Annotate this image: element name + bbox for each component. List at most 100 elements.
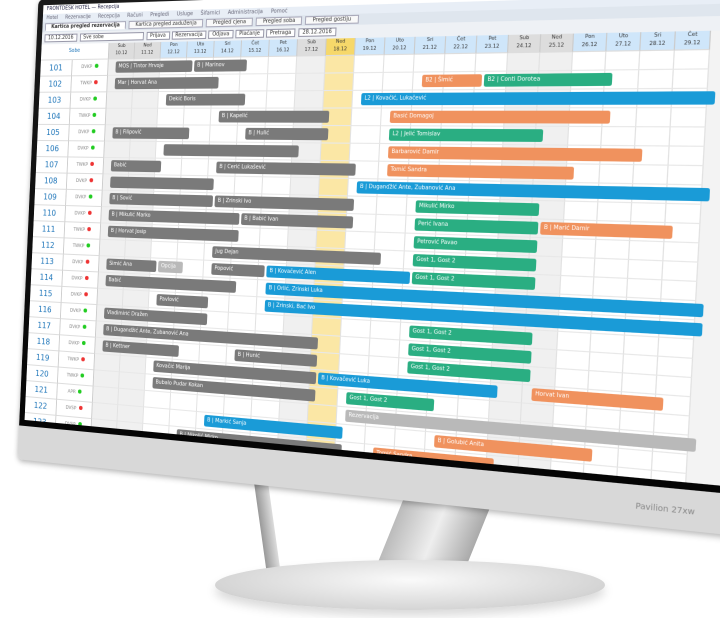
booking-bar[interactable]: Gost 1, Gost 2 xyxy=(342,462,462,487)
day-cell[interactable] xyxy=(129,141,157,159)
day-cell[interactable] xyxy=(628,260,664,281)
day-cell[interactable] xyxy=(221,448,250,468)
day-cell[interactable] xyxy=(119,355,147,375)
day-cell[interactable] xyxy=(661,280,698,302)
room-number[interactable]: 106 xyxy=(36,140,69,158)
menu-item[interactable]: Šifarnici xyxy=(200,10,221,17)
day-cell[interactable] xyxy=(94,354,121,373)
day-cell[interactable] xyxy=(382,72,414,91)
room-number[interactable]: 124 xyxy=(24,428,56,449)
menu-item[interactable]: Pomoć xyxy=(270,8,288,16)
day-cell[interactable] xyxy=(132,92,159,109)
menu-item[interactable]: Administracija xyxy=(227,8,264,17)
day-cell[interactable] xyxy=(255,314,285,334)
toolbar-button[interactable]: Plaćanje xyxy=(235,29,265,39)
room-number[interactable]: 114 xyxy=(30,269,64,287)
day-cell[interactable] xyxy=(507,52,541,72)
booking-bar[interactable]: B | Filipović xyxy=(112,127,190,140)
day-cell[interactable] xyxy=(295,73,325,92)
day-cell[interactable] xyxy=(167,459,195,480)
day-cell[interactable] xyxy=(354,55,385,74)
day-cell[interactable] xyxy=(623,354,659,376)
date-to-field[interactable]: 28.12.2016 xyxy=(298,27,337,38)
day-cell[interactable] xyxy=(262,177,292,196)
day-cell[interactable] xyxy=(294,91,325,109)
day-cell[interactable] xyxy=(665,204,702,225)
day-cell[interactable] xyxy=(557,331,592,353)
day-cell[interactable] xyxy=(369,338,401,359)
day-cell[interactable] xyxy=(597,202,633,223)
menu-item[interactable]: Hotel xyxy=(46,14,59,22)
day-cell[interactable] xyxy=(105,108,133,126)
day-cell[interactable] xyxy=(639,50,675,71)
booking-bar[interactable]: B | Hulić xyxy=(245,127,329,141)
day-cell[interactable] xyxy=(624,335,660,357)
day-cell[interactable] xyxy=(562,238,597,259)
day-cell[interactable] xyxy=(616,467,653,488)
day-cell[interactable] xyxy=(104,141,131,159)
toolbar-button[interactable]: Odjava xyxy=(208,29,234,39)
booking-bar[interactable]: Basić Domagoj xyxy=(389,110,611,124)
room-number[interactable]: 103 xyxy=(38,92,72,109)
day-cell[interactable] xyxy=(549,480,584,488)
day-cell[interactable] xyxy=(615,486,652,488)
day-cell[interactable] xyxy=(151,241,179,260)
day-cell[interactable] xyxy=(259,228,289,247)
day-cell[interactable] xyxy=(275,470,306,488)
day-cell[interactable] xyxy=(266,91,296,109)
day-cell[interactable] xyxy=(323,90,354,109)
day-cell[interactable] xyxy=(209,125,238,143)
room-number[interactable]: 107 xyxy=(35,157,69,174)
toolbar-button[interactable]: Pretraga xyxy=(265,28,296,38)
day-cell[interactable] xyxy=(362,479,394,488)
day-cell[interactable] xyxy=(350,126,382,145)
day-cell[interactable] xyxy=(555,368,590,390)
room-number[interactable]: 112 xyxy=(32,237,65,255)
room-number[interactable]: 101 xyxy=(40,60,73,77)
day-cell[interactable] xyxy=(627,278,663,300)
day-cell[interactable] xyxy=(239,74,269,92)
toolbar-button[interactable]: Prijava xyxy=(146,31,170,41)
day-cell[interactable] xyxy=(363,461,394,483)
day-cell[interactable] xyxy=(234,176,264,195)
day-cell[interactable] xyxy=(248,467,277,488)
day-cell[interactable] xyxy=(345,231,376,251)
day-cell[interactable] xyxy=(194,445,223,466)
day-cell[interactable] xyxy=(572,51,607,71)
booking-bar[interactable]: Perić Ivana xyxy=(494,476,625,488)
day-cell[interactable] xyxy=(283,315,313,335)
room-number[interactable]: 110 xyxy=(33,205,66,223)
room-number[interactable]: 108 xyxy=(35,173,68,190)
day-cell[interactable] xyxy=(669,127,706,147)
room-number[interactable]: 111 xyxy=(32,221,66,239)
day-cell[interactable] xyxy=(651,470,687,488)
day-cell[interactable] xyxy=(663,242,700,263)
booking-bar[interactable]: Popović xyxy=(211,263,265,278)
booking-bar[interactable]: B2 | Šimić xyxy=(421,74,483,88)
day-cell[interactable] xyxy=(422,485,455,488)
day-cell[interactable] xyxy=(141,440,169,460)
day-cell[interactable] xyxy=(228,295,258,315)
day-cell[interactable] xyxy=(444,53,477,73)
day-cell[interactable] xyxy=(339,354,370,374)
room-number[interactable]: 125 xyxy=(24,444,55,465)
day-cell[interactable] xyxy=(181,159,209,177)
day-cell[interactable] xyxy=(324,73,355,92)
day-cell[interactable] xyxy=(99,239,126,258)
day-cell[interactable] xyxy=(368,356,400,377)
day-cell[interactable] xyxy=(550,461,585,484)
day-cell[interactable] xyxy=(485,473,519,488)
day-cell[interactable] xyxy=(106,92,133,109)
day-cell[interactable] xyxy=(296,56,326,74)
day-cell[interactable] xyxy=(316,230,347,250)
booking-bar[interactable]: Ivić Marko xyxy=(312,476,461,488)
room-number[interactable]: 102 xyxy=(39,76,72,93)
day-cell[interactable] xyxy=(594,258,630,279)
day-cell[interactable] xyxy=(583,464,618,487)
day-cell[interactable] xyxy=(564,201,599,222)
room-number[interactable]: 123 xyxy=(24,412,57,432)
day-cell[interactable] xyxy=(125,240,152,259)
day-cell[interactable] xyxy=(91,419,118,438)
day-cell[interactable] xyxy=(656,375,693,398)
menu-item[interactable]: Recepcija xyxy=(97,13,120,20)
